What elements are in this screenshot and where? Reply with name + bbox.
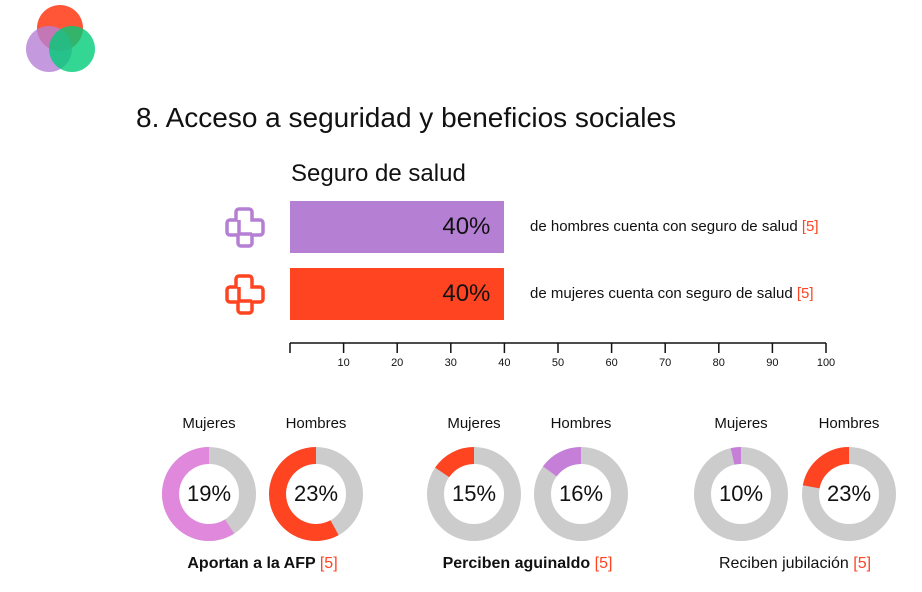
donut-value-label: 23% <box>293 481 339 506</box>
tick-label: 70 <box>659 357 672 369</box>
group-label-text: Perciben aguinaldo <box>442 555 591 572</box>
bar: 40% <box>290 201 505 253</box>
donut-series-label: Mujeres <box>447 415 501 432</box>
bar-description: de hombres cuenta con seguro de salud [5… <box>530 218 819 235</box>
description-text: de hombres cuenta con seguro de salud <box>530 218 798 235</box>
tick-label: 90 <box>766 357 779 369</box>
donut-value-label: 15% <box>451 481 497 506</box>
donut-slice <box>162 447 235 541</box>
donut-value-label: 16% <box>558 481 604 506</box>
donut-group-label: Aportan a la AFP [5] <box>187 555 337 573</box>
tick-label: 40 <box>498 357 511 369</box>
donut-value-label: 23% <box>826 481 872 506</box>
health-cross-icon <box>225 207 265 248</box>
donut-series-label: Mujeres <box>182 415 236 432</box>
reference: [5] <box>853 555 872 572</box>
bar-value-label: 40% <box>442 213 491 240</box>
tick-label: 50 <box>551 357 565 369</box>
bar-value-label: 40% <box>442 280 491 307</box>
tick-label: 30 <box>444 357 457 369</box>
tick-label: 20 <box>391 357 404 369</box>
reference: [5] <box>801 218 819 235</box>
donut-slice <box>435 447 475 478</box>
group-label-text: Reciben jubilación <box>718 555 849 572</box>
page-title: 8. Acceso a seguridad y beneficios socia… <box>136 102 677 133</box>
reference: [5] <box>796 285 814 302</box>
donut-series-label: Hombres <box>285 415 347 432</box>
reference: [5] <box>594 555 613 572</box>
donut-slice <box>730 447 742 465</box>
bar: 40% <box>290 268 505 320</box>
donut-series-label: Hombres <box>818 415 880 432</box>
tick-label: 80 <box>712 357 725 369</box>
donut-series-label: Mujeres <box>714 415 768 432</box>
chart-title: Seguro de salud <box>291 160 466 187</box>
group-label-text: Aportan a la AFP <box>187 555 316 572</box>
donut-slice <box>802 447 850 489</box>
donut-value-label: 10% <box>718 481 764 506</box>
tick-label: 60 <box>605 357 618 369</box>
donut-slice <box>269 447 339 541</box>
tick-label: 10 <box>337 357 350 369</box>
logo <box>26 5 95 72</box>
donut-series-label: Hombres <box>550 415 612 432</box>
donut-group-label: Reciben jubilación [5] <box>719 555 871 573</box>
bar-description: de mujeres cuenta con seguro de salud [5… <box>530 285 814 302</box>
donut-value-label: 19% <box>186 481 232 506</box>
tick-label: 100 <box>816 357 836 369</box>
donut-slice <box>542 447 582 477</box>
health-cross-icon <box>225 274 265 315</box>
description-text: de mujeres cuenta con seguro de salud <box>530 285 793 302</box>
donut-group-label: Perciben aguinaldo [5] <box>443 555 613 573</box>
reference: [5] <box>319 555 338 572</box>
